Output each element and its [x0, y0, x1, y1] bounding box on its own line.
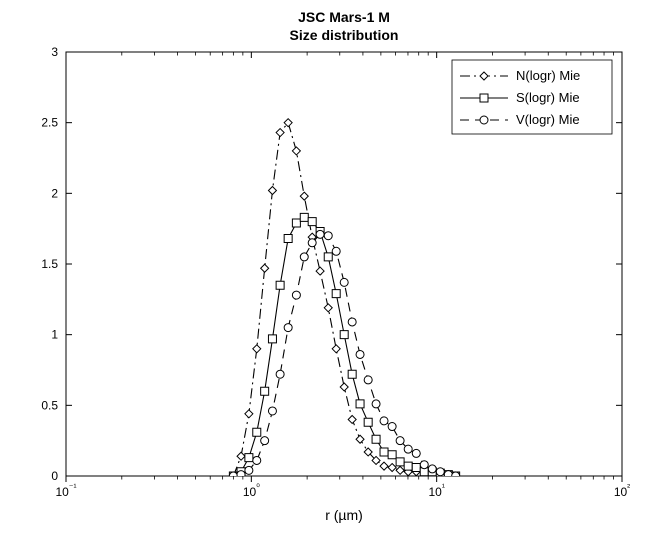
legend-label: S(logr) Mie: [516, 90, 580, 105]
y-tick-label: 3: [51, 45, 58, 59]
series-group: [229, 119, 459, 480]
x-tick-label: 10²: [614, 482, 630, 499]
x-tick-label: 10⁰: [243, 482, 260, 499]
chart-title-1: JSC Mars-1 M: [298, 9, 390, 25]
x-tick-label: 10⁻¹: [55, 482, 76, 499]
size-distribution-chart: JSC Mars-1 M Size distribution 10⁻¹ 10⁰ 10¹ 1…: [0, 0, 650, 542]
legend-sample-marker: [480, 116, 488, 124]
chart-svg: JSC Mars-1 M Size distribution 10⁻¹ 10⁰ 10¹ 1…: [0, 0, 650, 542]
legend-label: V(logr) Mie: [516, 112, 580, 127]
y-tick-label: 1.5: [41, 257, 58, 271]
legend-sample-marker: [480, 94, 488, 102]
legend-label: N(logr) Mie: [516, 68, 580, 83]
x-tick-label: 10¹: [428, 482, 444, 499]
y-tick-label: 0: [51, 469, 58, 483]
x-axis-label: r (µm): [325, 507, 363, 523]
y-tick-label: 0.5: [41, 398, 58, 412]
chart-title-2: Size distribution: [290, 27, 399, 43]
y-tick-label: 2.5: [41, 116, 58, 130]
y-tick-label: 2: [51, 186, 58, 200]
y-tick-label: 1: [51, 328, 58, 342]
series-N: [229, 119, 459, 480]
